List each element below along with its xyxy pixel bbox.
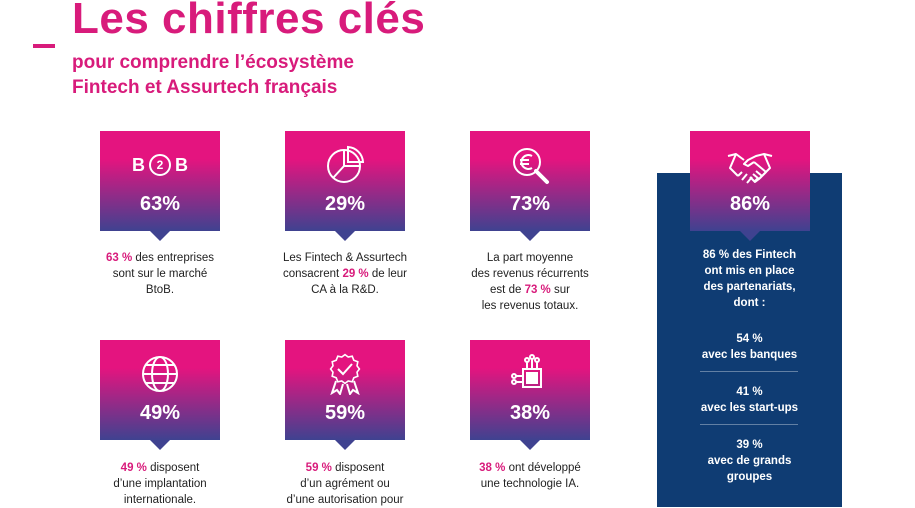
stat-card-revenue: 73% xyxy=(470,131,590,241)
caption-highlight: 38 % xyxy=(479,462,506,474)
caption-highlight: 73 % xyxy=(524,284,551,296)
caption-text: des Fintech xyxy=(729,249,797,261)
stat-caption-ai: 38 % ont développé une technologie IA. xyxy=(455,460,605,492)
partnership-label: avec les banques xyxy=(701,349,798,361)
caption-text: de leur xyxy=(368,268,408,280)
caption-highlight: 63 % xyxy=(105,252,133,264)
card-notch xyxy=(335,231,355,241)
partnerships-intro-pct: 86 % xyxy=(702,249,730,261)
caption-text: consacrent xyxy=(282,268,343,280)
partnership-startups: 41 % avec les start-ups xyxy=(657,384,842,416)
stat-card-ai: 38% xyxy=(470,340,590,450)
partnership-banks: 54 % avec les banques xyxy=(657,331,842,363)
subtitle-line-1: pour comprendre l’écosystème xyxy=(72,52,354,73)
subtitle-line-2: Fintech et Assurtech français xyxy=(72,77,338,98)
pie-chart-icon xyxy=(285,145,405,185)
caption-line: dont : xyxy=(733,297,766,309)
b2b-number: 2 xyxy=(149,154,171,176)
stat-caption-international: 49 % disposent d’une implantation intern… xyxy=(85,460,235,508)
b2b-icon: B 2 B xyxy=(100,145,220,185)
b2b-letter-right: B xyxy=(175,154,188,175)
caption-line: les revenus totaux. xyxy=(481,300,579,312)
stat-card-box xyxy=(690,131,810,231)
caption-text: est de xyxy=(490,284,525,296)
stat-value: 38% xyxy=(509,402,551,424)
partnership-label: groupes xyxy=(726,471,773,483)
caption-highlight: 29 % xyxy=(342,268,369,280)
partnership-divider xyxy=(700,371,798,372)
caption-line: BtoB. xyxy=(145,284,175,296)
caption-line: sont sur le marché xyxy=(112,268,208,280)
caption-line: Les Fintech & Assurtech xyxy=(282,252,407,264)
card-notch xyxy=(520,231,540,241)
card-notch xyxy=(740,231,760,241)
caption-line: d’un agrément ou xyxy=(300,478,390,490)
euro-magnifier-icon xyxy=(470,145,590,185)
caption-text: des entreprises xyxy=(132,252,215,264)
title-dash xyxy=(33,44,55,48)
card-notch xyxy=(150,231,170,241)
caption-highlight: 49 % xyxy=(120,462,147,474)
caption-text: disposent xyxy=(146,462,200,474)
handshake-icon xyxy=(690,145,810,185)
caption-line: d’une implantation xyxy=(113,478,207,490)
ai-chip-icon xyxy=(470,354,590,394)
partnership-pct: 54 % xyxy=(736,333,763,345)
stat-card-box xyxy=(470,131,590,231)
caption-text: disposent xyxy=(331,462,385,474)
globe-icon xyxy=(100,354,220,394)
partnership-groups: 39 % avec de grands groupes xyxy=(657,437,842,485)
stat-card-partnerships: 86% xyxy=(690,131,810,241)
stat-card-box xyxy=(285,340,405,440)
caption-line: ont mis en place xyxy=(704,265,795,277)
stat-value: 63% xyxy=(139,193,181,215)
page-title: Les chiffres clés xyxy=(72,0,426,43)
partnership-pct: 39 % xyxy=(736,439,763,451)
partnerships-intro: 86 % des Fintech ont mis en place des pa… xyxy=(657,247,842,311)
stat-value: 86% xyxy=(729,193,771,215)
caption-line: internationale. xyxy=(123,494,197,506)
stat-caption-b2b: 63 % des entreprises sont sur le marché … xyxy=(85,250,235,298)
caption-line: une technologie IA. xyxy=(480,478,580,490)
partnership-label: avec les start-ups xyxy=(700,402,799,414)
caption-text: sur xyxy=(550,284,570,296)
stat-value: 73% xyxy=(509,193,551,215)
partnership-pct: 41 % xyxy=(736,386,763,398)
caption-text: ont développé xyxy=(505,462,581,474)
stat-caption-approval: 59 % disposent d’un agrément ou d’une au… xyxy=(270,460,420,508)
card-notch xyxy=(335,440,355,450)
b2b-letter-left: B xyxy=(132,154,145,175)
caption-highlight: 59 % xyxy=(305,462,332,474)
card-notch xyxy=(150,440,170,450)
stat-caption-rd: Les Fintech & Assurtech consacrent 29 % … xyxy=(270,250,420,298)
stat-value: 29% xyxy=(324,193,366,215)
stat-caption-revenue: La part moyenne des revenus récurrents e… xyxy=(455,250,605,314)
caption-line: d’une autorisation pour xyxy=(286,494,404,506)
caption-line: La part moyenne xyxy=(486,252,574,264)
card-notch xyxy=(520,440,540,450)
stat-value: 49% xyxy=(139,402,181,424)
award-check-icon xyxy=(285,353,405,395)
stat-card-rd: 29% xyxy=(285,131,405,241)
stat-value: 59% xyxy=(324,402,366,424)
caption-line: CA à la R&D. xyxy=(311,284,379,296)
caption-line: des partenariats, xyxy=(703,281,796,293)
stat-card-approval: 59% xyxy=(285,340,405,450)
stat-card-box xyxy=(100,131,220,231)
page-subtitle: pour comprendre l’écosystème Fintech et … xyxy=(72,50,354,100)
stat-card-b2b: B 2 B 63% xyxy=(100,131,220,241)
caption-line: des revenus récurrents xyxy=(471,268,589,280)
partnership-label: avec de grands xyxy=(707,455,792,467)
stat-card-international: 49% xyxy=(100,340,220,450)
partnership-divider xyxy=(700,424,798,425)
